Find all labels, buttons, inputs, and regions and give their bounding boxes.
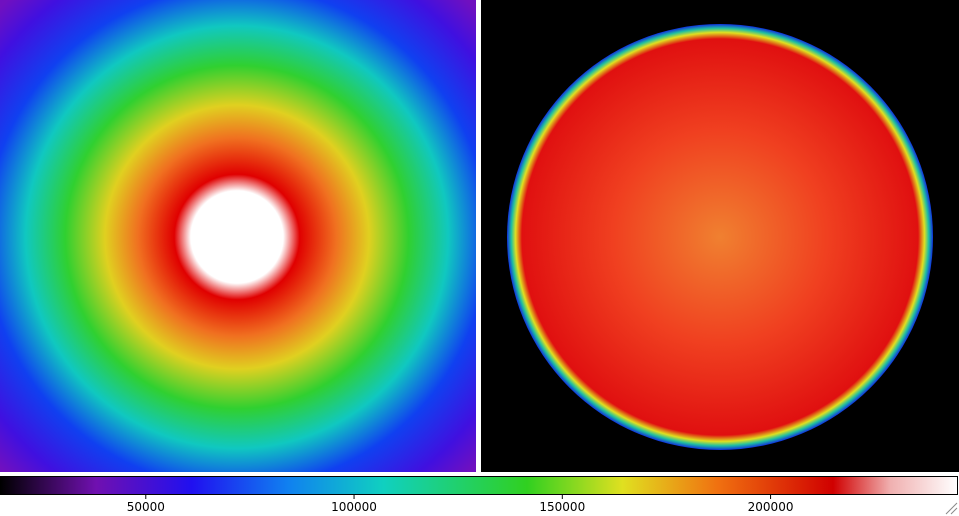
colorbar-tick-label: 50000 [127,500,165,514]
colorbar-tick-label: 100000 [331,500,377,514]
grip-line [950,507,958,515]
colorbar [0,476,958,495]
colorbar-tick-label: 200000 [748,500,794,514]
right-frame-disk [507,24,933,450]
resize-grip[interactable] [945,502,958,515]
grip-line [945,502,958,515]
left-frame-image[interactable] [0,0,476,472]
colorbar-tick-label: 150000 [539,500,585,514]
